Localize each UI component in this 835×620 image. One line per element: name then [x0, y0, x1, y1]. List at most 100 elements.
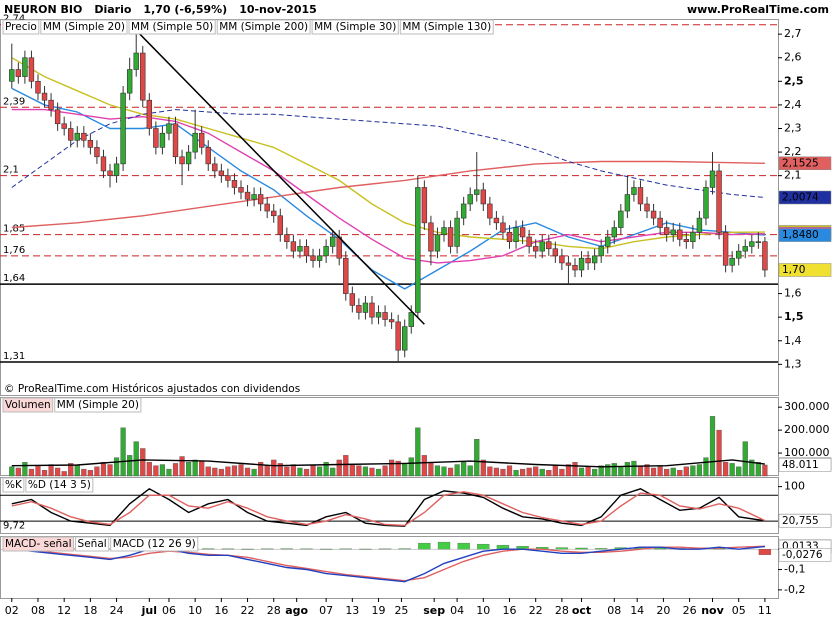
- y-tick-label: -0,2: [784, 583, 805, 596]
- volume-bar: [382, 465, 388, 477]
- candle-body: [257, 194, 264, 205]
- volume-bar: [9, 466, 15, 477]
- y-tick-label: -0,1: [784, 563, 805, 576]
- candle-body: [474, 189, 480, 195]
- legend-entry: MM (Simple 20): [57, 399, 139, 411]
- histogram-bar: [555, 547, 569, 550]
- candle-body: [22, 57, 28, 77]
- volume-bar: [225, 466, 231, 477]
- candle-body: [434, 234, 441, 252]
- candle-body: [480, 189, 487, 205]
- candle-body: [126, 69, 133, 94]
- candle-body: [310, 255, 316, 261]
- volume-bar: [565, 464, 572, 477]
- volume-bar: [87, 470, 93, 477]
- candle-body: [637, 187, 644, 205]
- volume-bar: [506, 465, 513, 477]
- indicator-line: [11, 459, 765, 468]
- volume-bar: [500, 468, 506, 477]
- volume-bar: [513, 470, 519, 477]
- candle-body: [736, 250, 742, 259]
- candle-body: [415, 187, 421, 313]
- volume-bar: [159, 464, 166, 477]
- legend-box: [2, 397, 54, 413]
- volume-bar: [742, 441, 748, 477]
- value-label: 20,755: [782, 515, 819, 527]
- volume-bar: [258, 462, 264, 477]
- volume-bar: [644, 464, 650, 477]
- value-box: [778, 458, 832, 472]
- legend-entry: MM (Simple 30): [314, 21, 396, 33]
- x-tick-label: 16: [502, 604, 516, 617]
- histogram-bar: [418, 542, 431, 550]
- candle-body: [624, 194, 631, 212]
- candle-body: [323, 246, 329, 257]
- header-period: Diario: [94, 3, 132, 16]
- candle-body: [120, 92, 126, 165]
- legend-box: [110, 536, 199, 552]
- candle-body: [218, 170, 225, 176]
- candle-body: [513, 227, 519, 242]
- volume-bar: [199, 460, 205, 477]
- volume-bar: [415, 427, 421, 477]
- histogram-bar: [595, 548, 608, 550]
- volume-bar: [284, 466, 290, 477]
- candle-body: [578, 257, 585, 271]
- legend-entry: MACD (12 26 9): [113, 538, 196, 550]
- x-tick-label: 28: [555, 604, 569, 617]
- volume-bar: [264, 465, 270, 477]
- volume-bar: [434, 465, 441, 477]
- x-tick-label: oct: [572, 604, 591, 617]
- x-tick-label: 04: [450, 604, 464, 617]
- volume-bar: [28, 468, 35, 477]
- legend-box: [2, 536, 75, 552]
- level-label: 1,85: [3, 224, 25, 235]
- level-label: 2,74: [3, 14, 25, 25]
- volume-bar: [690, 465, 696, 477]
- volume-bar: [637, 465, 644, 477]
- volume-bar: [703, 457, 709, 477]
- y-tick-label: 2,5: [784, 74, 804, 87]
- candle-body: [146, 99, 153, 129]
- volume-bar: [519, 468, 526, 477]
- volume-bar: [113, 457, 120, 477]
- volume-bar: [650, 467, 657, 477]
- value-label: 1,8480: [782, 229, 819, 241]
- volume-bar: [179, 456, 185, 477]
- indicator-line: [11, 160, 765, 229]
- x-tick-label: 06: [162, 604, 176, 617]
- volume-bar: [474, 439, 480, 477]
- level-label: 2,39: [3, 96, 25, 107]
- x-tick-label: 05: [732, 604, 746, 617]
- volume-bar: [762, 464, 768, 477]
- histogram-bar: [261, 548, 274, 550]
- volume-bar: [395, 460, 401, 477]
- volume-bar: [487, 466, 493, 477]
- volume-bar: [61, 471, 67, 477]
- volume-bar: [375, 468, 382, 477]
- candle-body: [618, 210, 624, 228]
- indicator-line: [11, 87, 765, 290]
- level-label: 9,72: [3, 521, 25, 532]
- volume-bar: [729, 463, 735, 477]
- legend-box: [2, 477, 25, 493]
- histogram-bar: [319, 548, 333, 550]
- candle-body: [506, 231, 513, 242]
- candle-body: [493, 217, 500, 224]
- volume-bar: [578, 467, 585, 477]
- candle-body: [395, 321, 401, 351]
- candle-body: [677, 229, 683, 240]
- legend-box: [25, 477, 94, 493]
- candle-body: [277, 215, 283, 235]
- volume-bar: [546, 470, 552, 477]
- volume-bar: [362, 466, 369, 477]
- volume-bar: [310, 465, 316, 477]
- candle-body: [454, 217, 460, 247]
- legend-entry: MM (Simple 20): [43, 21, 125, 33]
- candle-body: [54, 109, 61, 125]
- header-date: 10-nov-2015: [239, 3, 317, 16]
- volume-bar: [231, 465, 238, 477]
- volume-bar: [41, 470, 48, 477]
- y-tick-label: 100: [784, 480, 805, 493]
